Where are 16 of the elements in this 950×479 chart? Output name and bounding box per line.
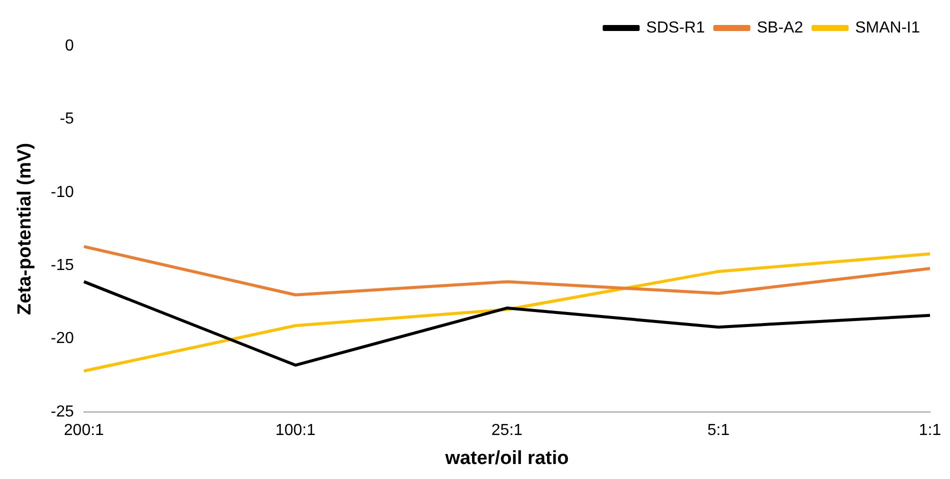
x-axis-title: water/oil ratio [444, 448, 569, 469]
y-tick-label: 0 [65, 37, 74, 54]
y-tick-label: -25 [50, 403, 74, 420]
x-tick-label: 1:1 [918, 422, 942, 440]
legend-label: SMAN-I1 [855, 19, 920, 36]
x-tick-label: 5:1 [707, 422, 730, 440]
y-tick-label: -20 [50, 330, 74, 348]
x-tick-label: 25:1 [491, 422, 523, 440]
y-tick-label: -5 [60, 110, 74, 128]
y-tick-label: -10 [50, 184, 74, 201]
x-tick-label: 100:1 [275, 422, 316, 440]
y-tick-label: -15 [50, 257, 74, 274]
legend-label: SDS-R1 [646, 19, 705, 36]
legend-label: SB-A2 [756, 19, 804, 36]
y-axis-title: Zeta-potential (mV) [14, 142, 36, 316]
x-tick-label: 200:1 [64, 422, 104, 440]
